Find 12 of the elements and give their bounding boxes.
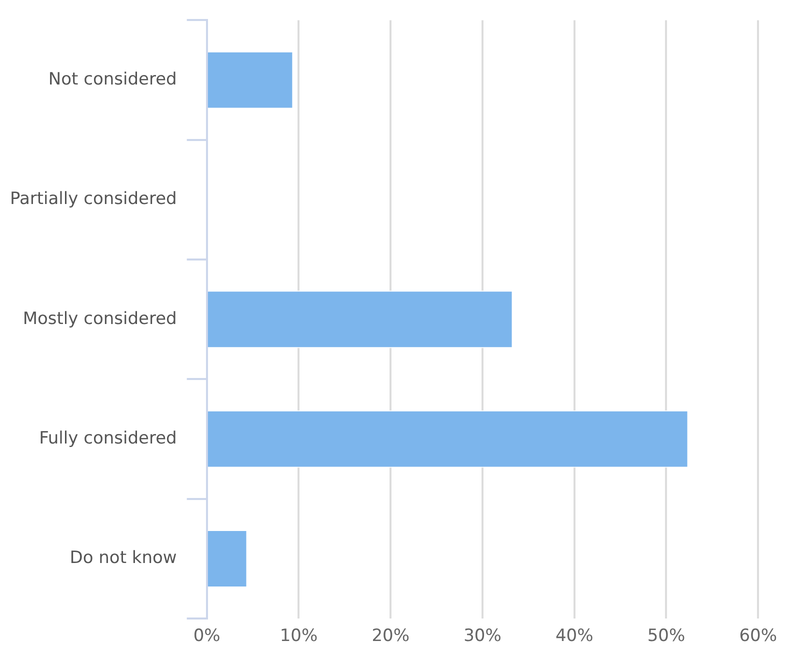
x-tick-label: 30%: [464, 626, 502, 646]
x-tick-label: 60%: [739, 626, 778, 646]
y-tick-label: Mostly considered: [22, 308, 177, 329]
y-tick-label: Not considered: [48, 69, 177, 90]
x-tick-label: 50%: [647, 626, 686, 646]
x-tick-label: 20%: [372, 626, 410, 646]
y-tick-label: Do not know: [70, 548, 177, 568]
y-tick-label: Partially considered: [10, 189, 177, 210]
x-tick-label: 10%: [280, 626, 318, 646]
y-tick-label: Fully considered: [39, 428, 177, 448]
x-tick-label: 0%: [193, 626, 220, 646]
x-tick-label: 40%: [555, 626, 594, 646]
